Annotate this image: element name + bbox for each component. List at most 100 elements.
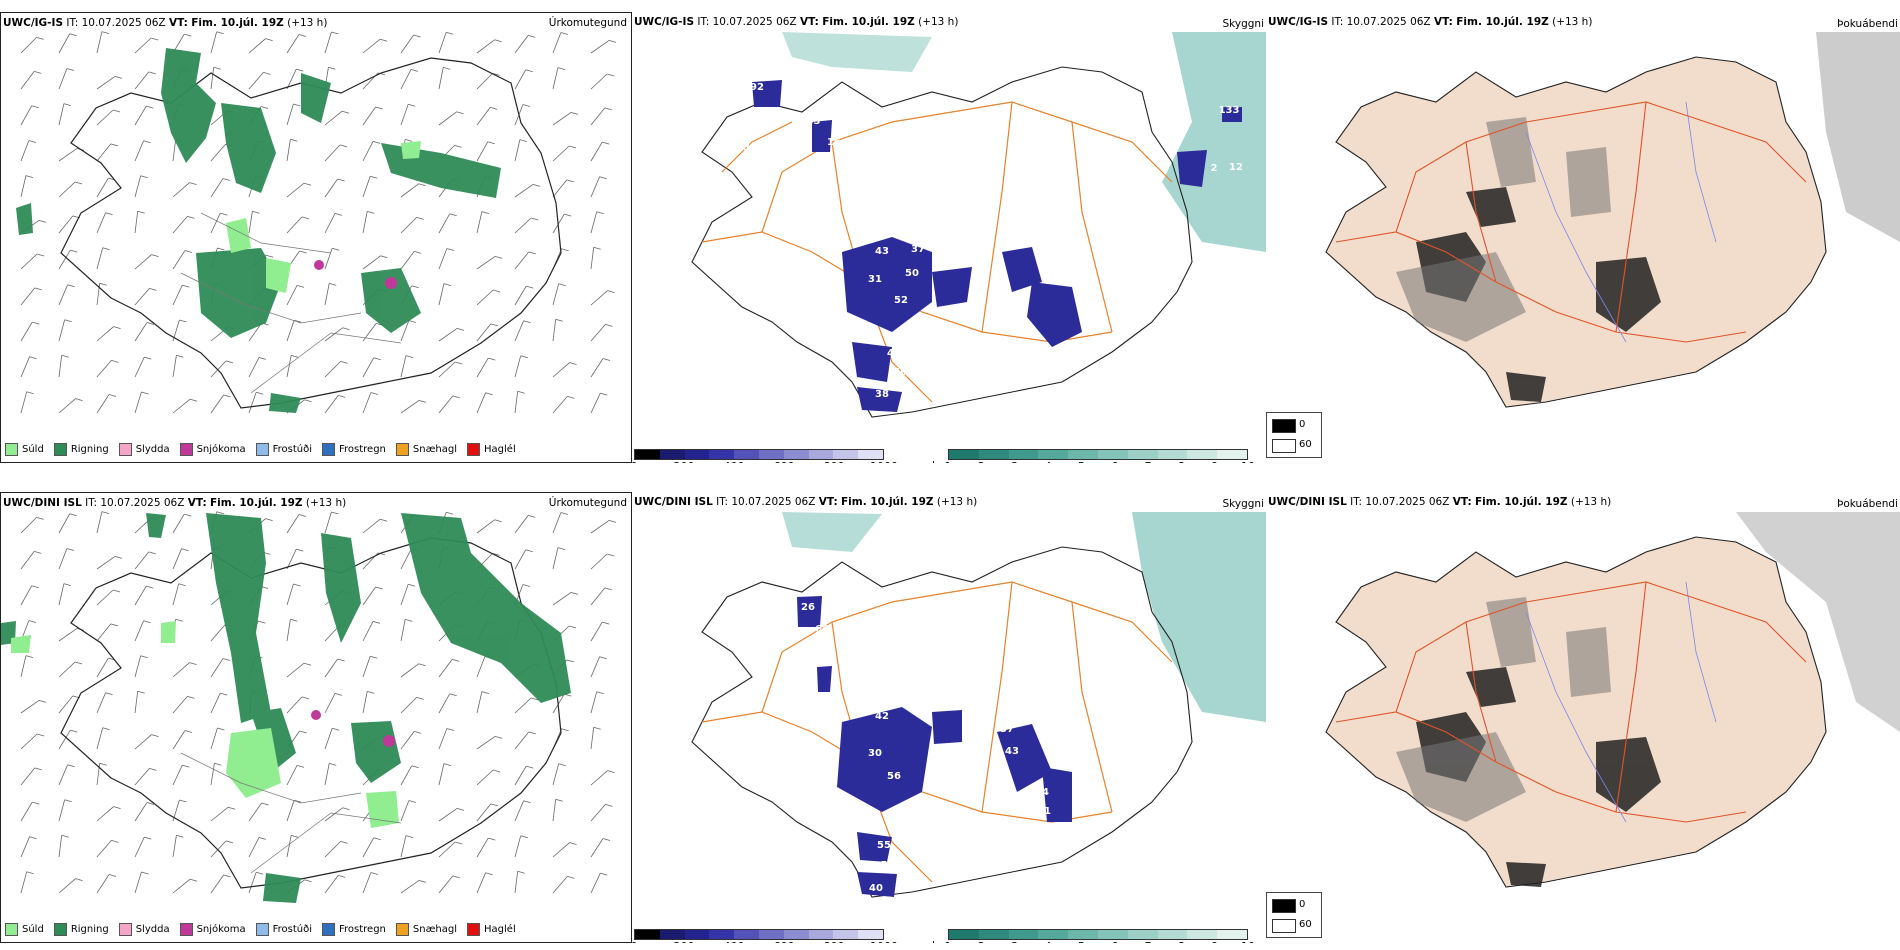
wind-barb (172, 216, 188, 234)
wind-barb (438, 111, 457, 126)
wind-barb-flag (607, 290, 615, 293)
wind-barb (438, 395, 454, 414)
wind-barb-flag (602, 141, 610, 145)
wind-barb-flag (105, 212, 113, 216)
wind-barb (476, 691, 483, 714)
wind-barb-flag (36, 37, 44, 40)
wind-barb (96, 874, 110, 894)
wind-barb (476, 256, 496, 270)
wind-barb (324, 763, 330, 786)
wind-barb-flag (67, 284, 75, 288)
wind-barb (134, 585, 147, 606)
colorbar-bin (684, 450, 710, 459)
colorbar-bin (1008, 930, 1039, 939)
colorbar-bin (1038, 450, 1069, 459)
wind-barb-flag (380, 255, 388, 259)
wind-barb (400, 835, 407, 858)
colorbar-tick: 9 (1211, 940, 1218, 943)
wind-barb-flag (418, 183, 426, 187)
legend-item: Frostúði (255, 442, 312, 456)
wind-barb (362, 586, 376, 606)
wind-barb (400, 549, 412, 570)
wind-barb-flag (494, 736, 503, 739)
wind-barb (286, 182, 305, 198)
wind-barb-flag (70, 249, 78, 253)
wind-barb (20, 140, 30, 162)
wind-barb (58, 103, 65, 126)
wind-barb (362, 837, 375, 858)
wind-barb-flag (599, 176, 607, 180)
colorbar-tick: 1 (945, 460, 952, 463)
wind-barb (58, 284, 68, 306)
wind-barb-flag (523, 800, 531, 804)
colorbar-bin (949, 450, 979, 459)
wind-barb-flag (290, 138, 298, 142)
wind-barb-flag (490, 803, 498, 807)
wind-barb-flag (265, 38, 273, 41)
wind-barb-flag (34, 551, 42, 554)
wind-barb-flag (561, 248, 569, 252)
wind-barb-flag (189, 662, 197, 665)
wind-barb-flag (372, 621, 381, 624)
wind-barb-flag (175, 618, 183, 622)
cloud-height-colorbar: 0 200 400 600 800 1000 (632, 449, 898, 463)
wind-barb (96, 657, 109, 678)
legend-item: Rigning (53, 442, 109, 456)
wind-barb (476, 73, 493, 90)
wind-barb (552, 319, 557, 342)
legend-label: Snjókoma (196, 443, 246, 455)
wind-barb (286, 619, 291, 642)
wind-barb (552, 179, 568, 198)
wind-barb (286, 835, 292, 858)
wind-barb (58, 628, 78, 642)
wind-barb-flag (564, 213, 572, 217)
cloud-base-value: 68 (815, 624, 829, 635)
wind-barb-flag (29, 356, 37, 360)
legend-item: Haglél (467, 922, 516, 936)
wind-barb (476, 141, 489, 162)
wind-barb-flag (517, 870, 525, 874)
cloud-base-value: 263 (800, 116, 821, 127)
wind-barb-flag (413, 34, 421, 38)
wind-barb (476, 769, 494, 786)
wind-barb-flag (256, 871, 264, 875)
colorbar-bin (783, 930, 809, 939)
wind-barb (476, 656, 486, 678)
legend-swatch (255, 922, 269, 936)
cloud-base-value: 5 (881, 860, 888, 871)
wind-barb (210, 624, 226, 642)
wind-barb (172, 355, 177, 378)
wind-barb (552, 67, 559, 90)
wind-barb-flag (605, 324, 613, 327)
wind-barb-flag (519, 139, 528, 142)
legend-label: Frostregn (339, 923, 386, 935)
wind-barb (20, 71, 35, 90)
wind-barb-flag (296, 68, 304, 72)
cloud-base-value: 52938 (785, 219, 820, 230)
wind-barb (286, 548, 297, 570)
wind-barb-flag (446, 248, 455, 251)
wind-barb-flag (602, 838, 611, 841)
wind-barb (514, 69, 527, 90)
wind-barb (590, 838, 604, 858)
wind-barb (20, 551, 35, 570)
wind-barb-flag (340, 361, 348, 364)
legend-swatch (395, 922, 409, 936)
cloud-base-value: 40 (869, 883, 883, 894)
panel-title: UWC/DINI ISL IT: 10.07.2025 06Z VT: Fim.… (1268, 496, 1612, 508)
cloud-base-value: 55 (877, 840, 891, 851)
wind-barb (362, 255, 381, 270)
legend-swatch (5, 922, 18, 936)
colorbar-bin (858, 930, 883, 939)
wind-barb-flag (367, 691, 375, 694)
wind-barb-flag (418, 880, 427, 883)
wind-barb (134, 768, 150, 786)
legend-label: Frostúði (272, 923, 312, 935)
wind-barb (476, 736, 496, 750)
legend-swatch (118, 442, 132, 456)
wind-barb (438, 659, 453, 678)
wind-barb (210, 658, 224, 678)
colorbar-bin (1068, 930, 1098, 939)
wind-barb (590, 872, 601, 894)
wind-barb (400, 619, 406, 642)
